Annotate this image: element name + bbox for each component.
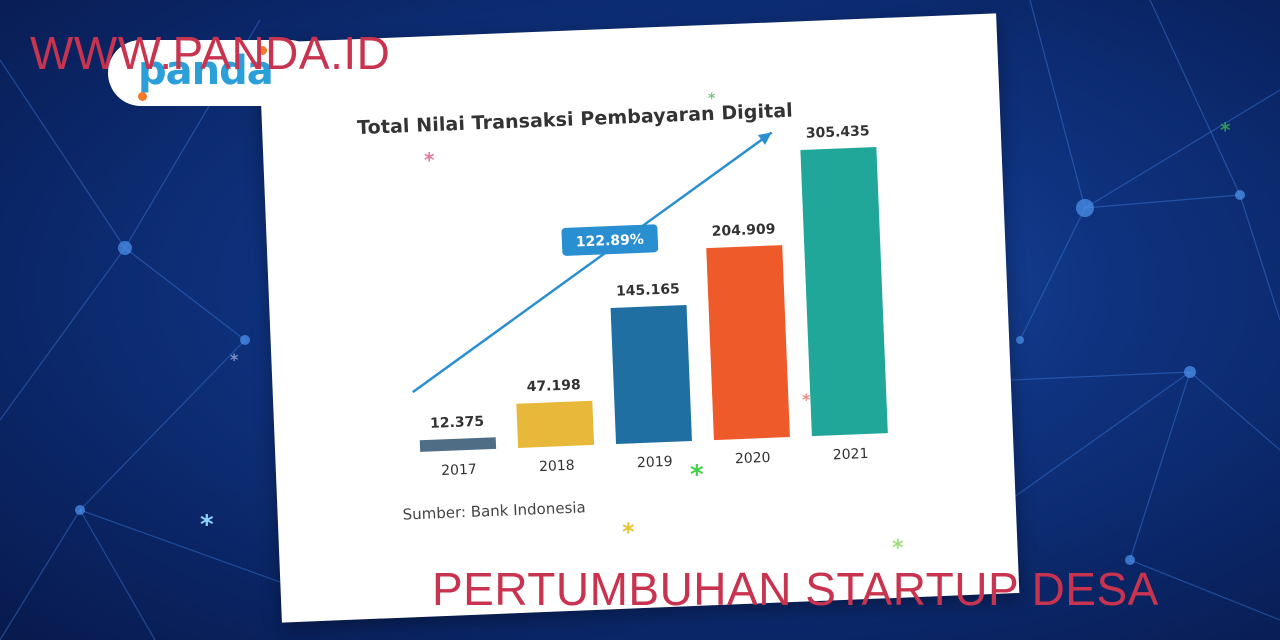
bar-value-label: 47.198: [526, 377, 581, 395]
sparkle-icon: *: [1220, 118, 1231, 142]
logo-dot-right: [258, 46, 267, 55]
x-tick-label: 2017: [441, 462, 477, 479]
bar-2020: [706, 245, 790, 441]
sparkle-icon: *: [802, 390, 811, 409]
bar-value-label: 145.165: [616, 281, 680, 300]
sparkle-icon: *: [690, 460, 704, 490]
x-tick-label: 2019: [637, 454, 673, 471]
headline: PERTUMBUHAN STARTUP DESA: [432, 563, 1159, 615]
bar-value-label: 12.375: [430, 414, 485, 432]
site-url: WWW.PANDA.ID: [30, 27, 391, 79]
panda-logo: panda: [108, 40, 322, 106]
growth-arrow-line: [412, 131, 773, 394]
sparkle-icon: *: [200, 510, 214, 540]
x-tick-label: 2020: [735, 450, 771, 467]
logo-dot-left: [138, 92, 147, 101]
x-tick-label: 2021: [833, 446, 869, 463]
growth-badge-label: 122.89%: [576, 232, 645, 251]
bar-value-label: 204.909: [711, 221, 775, 240]
bar-value-label: 305.435: [806, 123, 870, 142]
growth-badge: [561, 224, 659, 256]
chart-card: 12.375 2017 47.198 2018 145.165 2019 204.909 20…: [258, 13, 1020, 623]
bar-2019: [610, 304, 692, 445]
bar-2021: [800, 146, 888, 437]
logo-wordmark: panda: [138, 48, 274, 94]
sparkle-icon: *: [708, 91, 716, 107]
bar-2018: [516, 400, 595, 448]
sparkle-icon: *: [424, 148, 435, 172]
x-tick-label: 2018: [539, 458, 575, 475]
sparkle-icon: *: [622, 518, 635, 546]
sparkle-icon: *: [230, 350, 239, 369]
sparkle-icon: *: [892, 536, 904, 561]
bar-2017: [419, 437, 497, 452]
bar-chart: 12.375 2017 47.198 2018 145.165 2019 204.909 20…: [412, 123, 888, 479]
growth-arrow-head: [757, 132, 772, 145]
